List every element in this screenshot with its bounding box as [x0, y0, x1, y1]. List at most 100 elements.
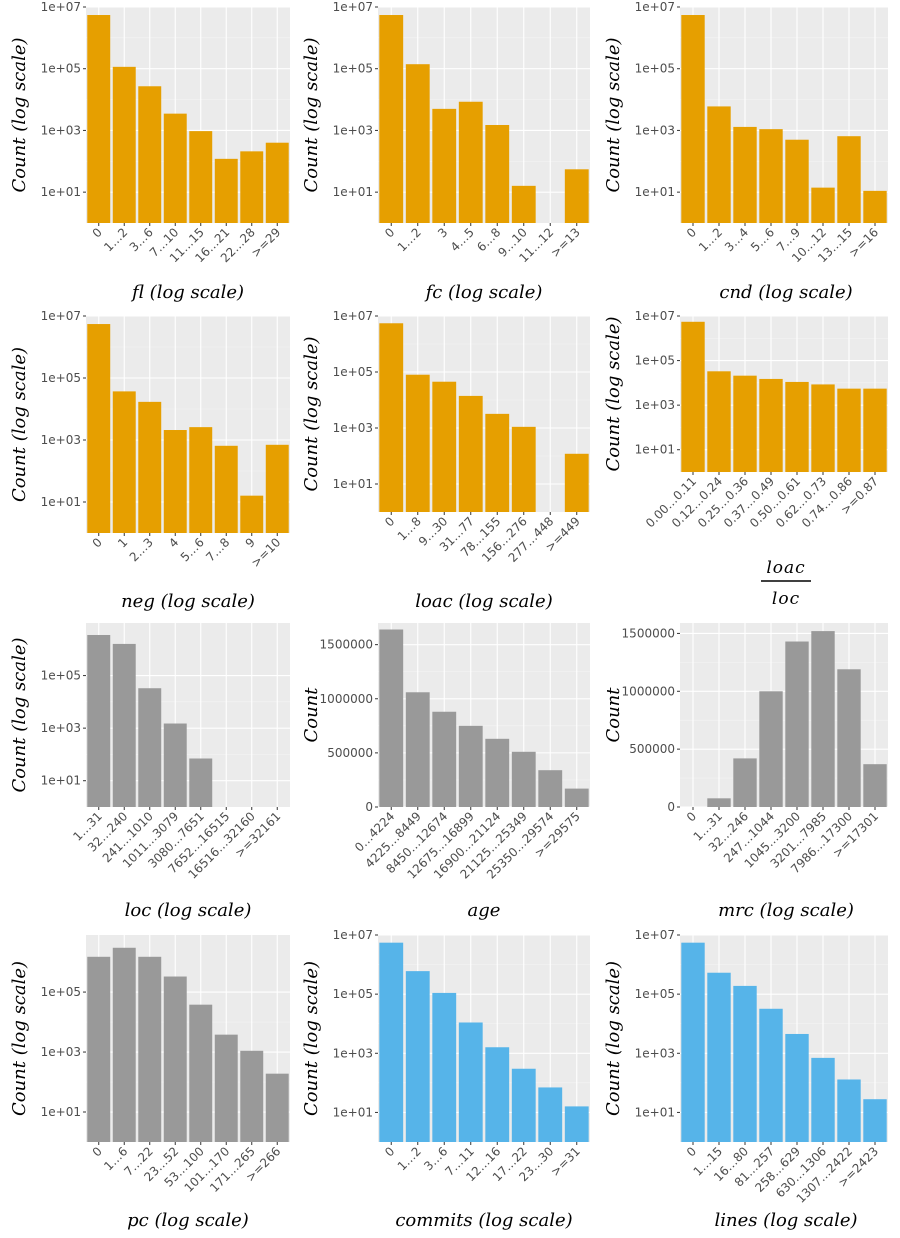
x-tick-label: 0 [382, 225, 397, 240]
bar [785, 641, 809, 807]
y-tick-label: 1e+07 [635, 0, 675, 14]
y-tick-label: 1e+05 [333, 987, 373, 1001]
bar [863, 388, 887, 472]
x-tick-label: 0 [684, 1144, 699, 1159]
bar [112, 643, 136, 807]
bar [163, 430, 187, 533]
bar [458, 725, 483, 807]
bar [759, 129, 783, 223]
y-tick-label: 1e+03 [41, 123, 81, 137]
chart-pc: 1e+011e+031e+0501…67…2223…5253…100101…17… [9, 935, 290, 1231]
bar [564, 169, 589, 223]
bar [87, 15, 111, 224]
y-tick-label: 1e+01 [333, 185, 373, 199]
bar [163, 976, 187, 1142]
bar [240, 1050, 264, 1142]
bar [138, 956, 162, 1142]
x-axis-title: loac (log scale) [415, 591, 552, 612]
bar [87, 634, 111, 807]
y-tick-label: 1500000 [622, 626, 675, 640]
y-axis-title: Count (log scale) [301, 961, 322, 1116]
bar [733, 758, 757, 807]
bar [189, 1004, 213, 1142]
bar [379, 942, 404, 1142]
bar [681, 321, 705, 472]
y-tick-label: 1000000 [622, 684, 675, 698]
y-tick-label: 1e+07 [333, 0, 373, 14]
y-tick-label: 1e+03 [635, 123, 675, 137]
x-tick-label: 5…6 [178, 535, 207, 564]
x-tick-label: 0 [90, 1144, 105, 1159]
y-axis-title: Count [603, 687, 624, 743]
bar [863, 764, 887, 807]
y-tick-label: 1e+03 [635, 1046, 675, 1060]
bar [405, 374, 430, 512]
bar [863, 190, 887, 223]
bar [681, 15, 705, 224]
bar [485, 413, 510, 512]
x-tick-label: 1…2 [395, 225, 424, 254]
y-tick-label: 1e+07 [333, 928, 373, 942]
bar [707, 371, 731, 472]
y-axis-title: Count (log scale) [9, 961, 30, 1116]
bar [811, 631, 835, 807]
bar [214, 158, 238, 223]
chart-fl: 1e+011e+031e+051e+0701…23…67…1011…1516…2… [9, 0, 290, 303]
x-tick-label: 0 [382, 514, 397, 529]
chart-cnd: 1e+011e+031e+051e+0701…23…45…67…910…1213… [603, 0, 888, 303]
y-axis-title: Count (log scale) [9, 637, 30, 792]
x-tick-label: >=10 [248, 535, 283, 570]
bar [112, 66, 136, 223]
y-axis-title: Count (log scale) [301, 37, 322, 192]
x-axis-title: loc (log scale) [125, 900, 252, 921]
bar [240, 151, 264, 223]
y-tick-label: 1e+03 [635, 398, 675, 412]
chart-loac: 1e+011e+031e+051e+0701…89…3031…7778…1551… [301, 309, 590, 612]
bar [379, 323, 404, 512]
y-tick-label: 1e+03 [333, 123, 373, 137]
bar [511, 751, 536, 807]
bar [163, 113, 187, 223]
chart-loac_loc: 1e+011e+031e+051e+070.00…0.110.12…0.240.… [603, 309, 888, 609]
y-tick-label: 500000 [629, 742, 675, 756]
y-tick-label: 1e+05 [41, 62, 81, 76]
bar [785, 381, 809, 472]
bar [189, 427, 213, 533]
bar [538, 770, 563, 807]
x-tick-label: 0 [684, 225, 699, 240]
x-axis-title-numerator: loac [766, 558, 805, 578]
chart-mrc: 05000001000000150000001…3132…246247…1044… [603, 623, 888, 921]
bar [189, 131, 213, 223]
y-tick-label: 1e+01 [635, 185, 675, 199]
x-tick-label: 0 [684, 809, 699, 824]
y-tick-label: 1500000 [320, 638, 373, 652]
bar [837, 136, 861, 223]
y-tick-label: 1e+07 [41, 309, 81, 323]
x-tick-label: >=16 [846, 225, 881, 260]
bar [265, 1073, 289, 1142]
chart-lines: 1e+011e+031e+051e+0701…1516…8081…257258…… [603, 928, 888, 1231]
bar [707, 798, 731, 807]
bar [837, 1079, 861, 1142]
bar [759, 1008, 783, 1142]
bar [265, 142, 289, 223]
y-tick-label: 1e+07 [635, 928, 675, 942]
bar [538, 1087, 563, 1142]
bar [432, 381, 457, 512]
bar [87, 956, 111, 1142]
bar [405, 971, 430, 1142]
bar [863, 1099, 887, 1142]
y-tick-label: 500000 [327, 746, 373, 760]
y-axis-title: Count [301, 687, 322, 743]
bar [379, 629, 404, 807]
x-tick-label: 1…2 [696, 225, 725, 254]
x-axis-title: mrc (log scale) [718, 900, 854, 921]
bar [138, 86, 162, 223]
x-axis-title: pc (log scale) [127, 1210, 249, 1231]
y-tick-label: 1e+05 [333, 365, 373, 379]
y-tick-label: 1e+01 [635, 443, 675, 457]
bar [138, 688, 162, 807]
y-tick-label: 1e+05 [41, 669, 81, 683]
bar [138, 401, 162, 533]
y-tick-label: 1e+05 [41, 371, 81, 385]
